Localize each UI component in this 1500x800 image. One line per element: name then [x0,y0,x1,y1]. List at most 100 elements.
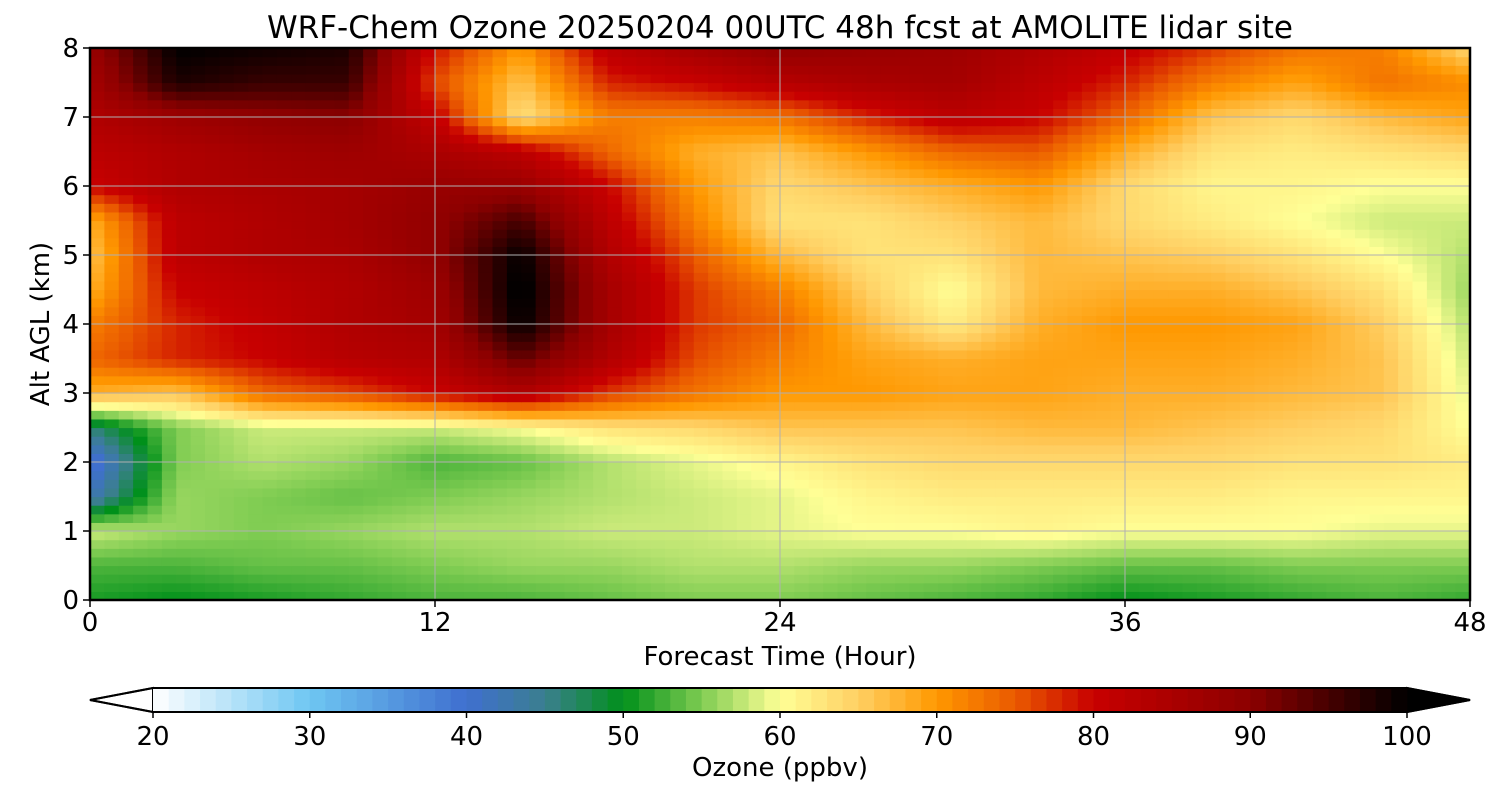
heatmap-cell [1340,496,1356,506]
heatmap-cell [104,203,120,213]
heatmap-cell [650,393,666,403]
heatmap-cell [650,505,666,515]
heatmap-cell [104,263,120,273]
heatmap-cell [1455,211,1470,222]
heatmap-cell [1383,582,1399,592]
heatmap-cell [1053,487,1069,498]
heatmap-cell [348,591,364,600]
heatmap-cell [550,539,565,549]
heatmap-cell [1326,591,1342,600]
heatmap-cell [320,505,335,515]
heatmap-cell [391,186,407,196]
heatmap-cell [1340,487,1356,498]
heatmap-cell [291,496,307,506]
heatmap-cell [966,401,982,411]
heatmap-cell [1168,496,1184,506]
heatmap-cell [1196,151,1212,161]
heatmap-cell [535,427,551,437]
heatmap-cell [276,168,292,178]
heatmap-cell [104,505,120,515]
heatmap-cell [995,160,1011,170]
heatmap-cell [708,436,724,446]
heatmap-cell [406,375,422,385]
heatmap-cell [621,384,637,394]
heatmap-cell [320,479,335,489]
heatmap-cell [118,358,134,368]
heatmap-cell [679,444,695,454]
heatmap-cell [1038,410,1054,420]
heatmap-cell [276,565,292,575]
heatmap-cell [506,186,522,196]
heatmap-cell [506,168,522,178]
heatmap-cell [449,531,465,541]
heatmap-cell [406,531,422,541]
heatmap-cell [636,151,652,161]
heatmap-cell [679,384,695,394]
heatmap-cell [521,160,537,170]
heatmap-cell [1153,582,1169,592]
heatmap-cell [665,203,680,213]
heatmap-cell [320,384,335,394]
heatmap-cell [535,479,551,489]
heatmap-cell [535,255,551,265]
heatmap-cell [938,565,954,575]
heatmap-cell [1196,289,1212,299]
heatmap-cell [1010,237,1025,247]
heatmap-cell [665,160,680,170]
heatmap-cell [1067,548,1083,558]
heatmap-cell [909,229,925,239]
heatmap-cell [751,186,767,196]
heatmap-cell [1426,194,1442,204]
heatmap-cell [1067,539,1083,549]
heatmap-cell [1024,462,1040,472]
heatmap-cell [1153,479,1169,489]
heatmap-cell [722,444,738,454]
heatmap-cell [420,315,436,325]
heatmap-cell [895,548,910,558]
heatmap-cell [823,574,839,584]
heatmap-cell [1455,531,1470,541]
heatmap-cell [808,237,824,247]
heatmap-cell [794,263,810,273]
heatmap-cell [981,539,997,549]
heatmap-cell [1139,539,1155,549]
heatmap-cell [837,479,853,489]
heatmap-cell [1311,168,1327,178]
heatmap-cell [161,418,177,429]
heatmap-cell [1081,453,1097,463]
heatmap-cell [176,194,192,204]
heatmap-cell [118,255,134,265]
heatmap-cell [866,298,882,308]
heatmap-cell [794,186,810,196]
heatmap-cell [449,306,465,316]
heatmap-cell [1311,280,1327,291]
heatmap-cell [262,211,278,222]
heatmap-cell [952,160,968,170]
heatmap-cell [363,418,379,429]
heatmap-cell [1426,186,1442,196]
heatmap-cell [895,574,910,584]
heatmap-cell [435,358,450,368]
heatmap-cell [1283,160,1299,170]
heatmap-cell [291,531,307,541]
heatmap-cell [550,211,565,222]
heatmap-cell [176,160,192,170]
heatmap-cell [1297,505,1313,515]
heatmap-cell [1355,565,1370,575]
heatmap-cell [1240,556,1255,567]
heatmap-cell [564,151,580,161]
heatmap-cell [708,246,724,256]
heatmap-cell [607,410,623,420]
heatmap-cell [492,556,508,567]
heatmap-cell [650,298,666,308]
heatmap-cell [1355,298,1370,308]
heatmap-cell [837,237,853,247]
heatmap-cell [1225,436,1241,446]
heatmap-cell [1240,505,1255,515]
heatmap-cell [693,332,709,342]
heatmap-cell [794,453,810,463]
heatmap-cell [621,462,637,472]
heatmap-cell [1010,280,1025,291]
heatmap-cell [1096,556,1112,567]
heatmap-cell [1110,341,1126,351]
